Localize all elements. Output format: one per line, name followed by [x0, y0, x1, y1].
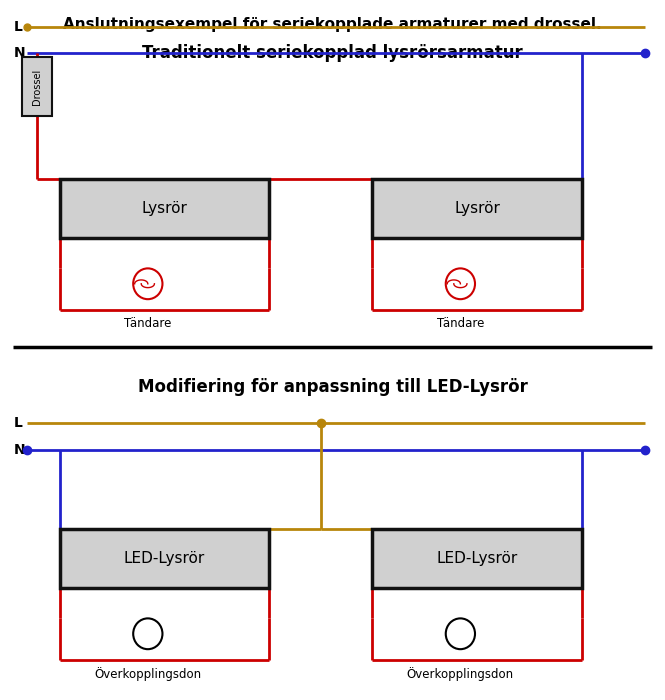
- Text: LED-Lysrör: LED-Lysrör: [436, 551, 518, 566]
- Text: Modifiering för anpassning till LED-Lysrör: Modifiering för anpassning till LED-Lysr…: [138, 378, 527, 396]
- Text: L: L: [13, 20, 22, 34]
- Text: Lysrör: Lysrör: [142, 201, 188, 216]
- Text: N: N: [13, 442, 25, 456]
- Circle shape: [133, 268, 162, 299]
- Text: LED-Lysrör: LED-Lysrör: [124, 551, 205, 566]
- FancyBboxPatch shape: [372, 178, 582, 238]
- Text: Drossel: Drossel: [31, 69, 42, 105]
- Text: Överkopplingsdon: Överkopplingsdon: [94, 666, 201, 680]
- FancyBboxPatch shape: [372, 528, 582, 588]
- FancyBboxPatch shape: [60, 178, 269, 238]
- Text: N: N: [13, 46, 25, 60]
- Circle shape: [446, 618, 475, 649]
- FancyBboxPatch shape: [21, 57, 52, 116]
- Text: Anslutningsexempel för seriekopplade armaturer med drossel.: Anslutningsexempel för seriekopplade arm…: [63, 18, 602, 32]
- Text: Lysrör: Lysrör: [454, 201, 500, 216]
- Text: Överkopplingsdon: Överkopplingsdon: [407, 666, 514, 680]
- Text: Tändare: Tändare: [437, 316, 484, 330]
- Text: Tändare: Tändare: [124, 316, 172, 330]
- Text: Traditionelt seriekopplad lysrörsarmatur: Traditionelt seriekopplad lysrörsarmatur: [142, 45, 523, 62]
- Text: L: L: [13, 416, 22, 430]
- Circle shape: [446, 268, 475, 299]
- Circle shape: [133, 618, 162, 649]
- FancyBboxPatch shape: [60, 528, 269, 588]
